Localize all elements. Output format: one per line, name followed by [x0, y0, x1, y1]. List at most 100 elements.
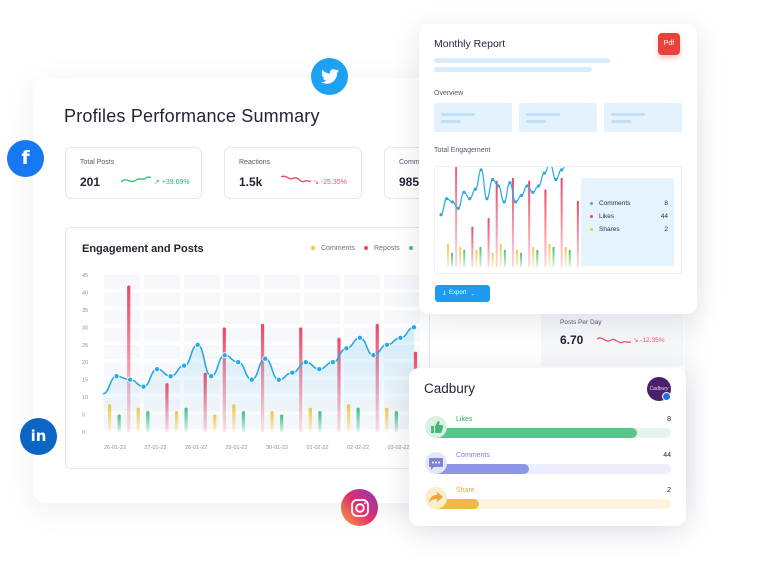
brand-title: Cadbury [424, 381, 476, 396]
grid-cell [264, 327, 300, 342]
pdf-icon[interactable]: Pdf [658, 33, 680, 55]
y-tick-label: 25 [82, 343, 88, 349]
likes-track [431, 428, 671, 438]
grid-cell [144, 345, 180, 359]
line-point [248, 376, 255, 383]
y-tick-label: 10 [82, 395, 88, 401]
x-tick-label: 01-02-22 [307, 445, 329, 451]
x-tick-label: 02-02-22 [347, 445, 369, 451]
stat-change: ↗ +39.69% [154, 179, 190, 186]
twitter-icon[interactable] [311, 58, 348, 95]
cadbury-card: Cadbury Cadbury Likes 8 Comments 44 Shar… [409, 368, 686, 526]
stat-reactions[interactable]: Reactions 1.5k ↘ -25.35% [224, 147, 362, 199]
likes-bar [431, 428, 638, 438]
mini-point [519, 193, 523, 198]
mini-bar [495, 180, 498, 267]
row-label: Comments [456, 452, 490, 459]
line-point [289, 369, 296, 376]
y-tick-label: 30 [82, 325, 88, 331]
y-tick-label: 15 [82, 378, 88, 384]
line-point [113, 373, 120, 380]
grid-cell [224, 292, 260, 307]
line-point [410, 324, 417, 331]
grid-cell [224, 275, 260, 289]
line-point [181, 362, 188, 369]
y-tick-label: 5 [82, 413, 85, 419]
stat-value: 985 [399, 175, 420, 189]
grid-cell [384, 310, 420, 324]
grid-cell [344, 292, 380, 307]
legend-row-likes: Likes 44 [590, 213, 668, 220]
linkedin-icon[interactable]: in [20, 418, 57, 455]
ppd-label: Posts Per Day [560, 319, 602, 326]
mini-point [473, 187, 478, 191]
grid-cell [104, 310, 140, 324]
grid-cell [184, 310, 220, 324]
sparkline-down [281, 175, 311, 183]
line-point [343, 345, 350, 352]
mini-point [508, 181, 512, 185]
comments-track [431, 464, 671, 474]
line-point [275, 376, 282, 383]
x-tick-label: 26-01-22 [104, 445, 126, 451]
line-point [397, 334, 404, 341]
grid-cell [184, 275, 220, 289]
ppd-value: 6.70 [560, 333, 584, 347]
instagram-icon[interactable] [341, 489, 378, 526]
grid-cell [304, 310, 340, 324]
engagement-legend: Comments 8 Likes 44 Shares 2 [581, 178, 674, 266]
grid-cell [104, 362, 140, 377]
mini-bar [548, 243, 551, 267]
grid-cell [144, 310, 180, 324]
share-track [431, 499, 671, 509]
mini-bar [536, 249, 539, 267]
mini-bar [511, 177, 514, 267]
line-point [127, 376, 134, 383]
share-bar [431, 499, 479, 509]
comments-bar [431, 464, 530, 474]
share-icon [425, 487, 447, 509]
cadbury-row-comments: Comments 44 [425, 452, 671, 480]
export-button[interactable]: ⤓ Export ⌄ [435, 285, 490, 302]
mini-point [502, 200, 506, 204]
mini-point [496, 184, 500, 188]
line-area [103, 327, 414, 432]
mini-bar [568, 249, 571, 267]
mini-bar [475, 249, 478, 267]
page-title: Profiles Performance Summary [64, 106, 320, 126]
grid-cell [264, 345, 300, 359]
total-engagement-label: Total Engagement [434, 147, 491, 154]
legend-reposts[interactable]: Reposts [364, 245, 400, 252]
legend-comments[interactable]: Comments [311, 245, 355, 252]
row-count: 8 [667, 416, 671, 423]
line-point [221, 352, 228, 359]
facebook-icon[interactable]: f [7, 140, 44, 177]
line-point [302, 359, 309, 366]
mini-point [485, 197, 489, 201]
stat-total-posts[interactable]: Total Posts 201 ↗ +39.69% [65, 147, 202, 199]
mini-bar [487, 218, 490, 267]
mini-point [536, 184, 541, 188]
line-point [370, 352, 377, 359]
grid-cell [304, 292, 340, 307]
legend-third[interactable] [409, 245, 419, 252]
mini-bar [447, 243, 449, 267]
row-count: 44 [663, 452, 671, 459]
overview-box [434, 103, 512, 132]
grid-cell [264, 310, 300, 324]
grid-cell [224, 310, 260, 324]
row-label: Likes [456, 416, 473, 423]
mini-bar [499, 243, 502, 267]
line-point [194, 341, 201, 348]
mini-bar [552, 246, 555, 267]
skeleton-line [434, 58, 610, 63]
mini-bar [576, 200, 579, 267]
line-point [383, 341, 390, 348]
engagement-chart-card: Engagement and Posts Comments Reposts 45… [65, 227, 430, 469]
posts-per-day-card: Posts Per Day 6.70 ↘ -12.35% [541, 312, 684, 366]
grid-cell [264, 292, 300, 307]
overview-box [604, 103, 682, 132]
mini-point [542, 171, 546, 175]
verified-badge-icon [662, 392, 671, 401]
stat-label: Comm [399, 159, 420, 166]
